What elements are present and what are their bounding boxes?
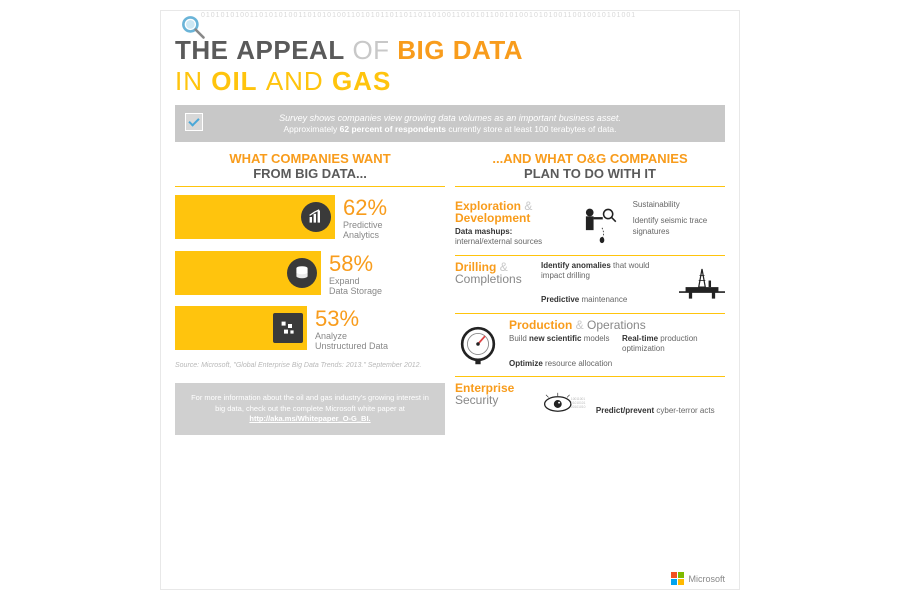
info-link[interactable]: http://aka.ms/Whitepaper_O-G_BI. — [249, 414, 370, 423]
bar-label: 53%AnalyzeUnstructured Data — [315, 306, 388, 352]
right-column: ...AND WHAT O&G COMPANIES PLAN TO DO WIT… — [455, 152, 725, 435]
binary-strip: 0101010100110101010011010101001101010110… — [161, 11, 739, 19]
bar-visual — [175, 306, 307, 350]
checkmark-icon — [185, 113, 203, 131]
microsoft-logo-icon — [671, 572, 684, 585]
left-header-top: WHAT COMPANIES WANT — [229, 151, 390, 166]
title-oil: OIL — [211, 66, 257, 96]
right-header-top: ...AND WHAT O&G COMPANIES — [492, 151, 687, 166]
gauge-icon — [455, 319, 501, 369]
footer-brand: Microsoft — [671, 572, 725, 585]
bar-text: AnalyzeUnstructured Data — [315, 332, 388, 352]
left-column: WHAT COMPANIES WANT FROM BIG DATA... 62%… — [175, 152, 445, 435]
bar-percent: 53% — [315, 306, 388, 332]
info-text: For more information about the oil and g… — [191, 393, 429, 413]
source-citation: Source: Microsoft, "Global Enterprise Bi… — [175, 362, 445, 369]
bar-visual — [175, 195, 335, 239]
title-appeal: APPEAL — [236, 35, 344, 65]
bar-text: PredictiveAnalytics — [343, 221, 387, 241]
oil-rig-icon — [679, 261, 725, 306]
info-box: For more information about the oil and g… — [175, 383, 445, 435]
left-header-bottom: FROM BIG DATA... — [175, 167, 445, 182]
survey-line2: Approximately 62 percent of respondents … — [189, 124, 711, 134]
bar-label: 62%PredictiveAnalytics — [343, 195, 387, 241]
bar-label: 58%ExpandData Storage — [329, 251, 382, 297]
title-gas: GAS — [332, 66, 391, 96]
squares-icon — [273, 313, 303, 343]
eye-icon: 100110010101010100101010 — [542, 382, 588, 426]
content-columns: WHAT COMPANIES WANT FROM BIG DATA... 62%… — [175, 152, 725, 435]
bar-row: 62%PredictiveAnalytics — [175, 195, 445, 241]
bar-percent: 58% — [329, 251, 382, 277]
section-security: EnterpriseSecurity 100110010101010100101… — [455, 377, 725, 433]
svg-text:00101010: 00101010 — [571, 405, 586, 409]
bar-percent: 62% — [343, 195, 387, 221]
magnifier-icon — [179, 13, 207, 46]
section-drilling: Drilling &Completions Identify anomalies… — [455, 256, 725, 314]
bar-row: 58%ExpandData Storage — [175, 251, 445, 297]
survey-line1: Survey shows companies view growing data… — [189, 113, 711, 123]
survey-callout: Survey shows companies view growing data… — [175, 105, 725, 142]
right-header-bottom: PLAN TO DO WITH IT — [455, 167, 725, 182]
main-title: THE APPEAL OF BIG DATA IN OIL AND GAS — [175, 35, 725, 97]
title-of: OF — [352, 35, 389, 65]
divider — [455, 186, 725, 187]
brand-text: Microsoft — [688, 574, 725, 584]
title-in: IN — [175, 66, 203, 96]
db-icon — [287, 258, 317, 288]
divider — [175, 186, 445, 187]
chart-icon — [301, 202, 331, 232]
infographic-poster: 0101010100110101010011010101001101010110… — [160, 10, 740, 590]
bar-text: ExpandData Storage — [329, 277, 382, 297]
bar-visual — [175, 251, 321, 295]
person-magnifier-icon — [579, 200, 625, 248]
bar-row: 53%AnalyzeUnstructured Data — [175, 306, 445, 352]
section-production: Production & Operations Build new scient… — [455, 314, 725, 377]
section-exploration: Exploration &Development Data mashups:in… — [455, 195, 725, 256]
title-bigdata: BIG DATA — [397, 35, 523, 65]
title-and: AND — [266, 66, 324, 96]
